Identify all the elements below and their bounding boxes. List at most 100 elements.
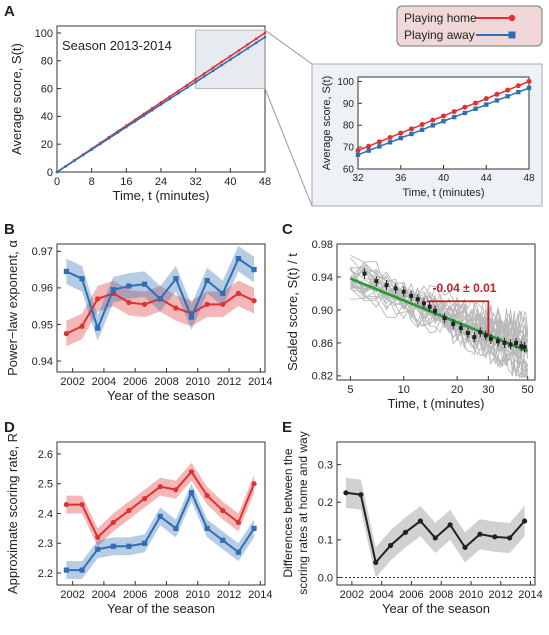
x-tick-label: 2014 [248, 589, 272, 601]
uncertainty-band [345, 477, 525, 578]
data-point [177, 89, 180, 93]
data-point [519, 344, 524, 349]
y-tick-label: 0.95 [32, 319, 53, 331]
data-point [451, 114, 457, 120]
x-tick-label: 16 [120, 176, 132, 188]
data-point [110, 287, 116, 293]
legend-away-marker [508, 31, 516, 39]
y-tick-label: 0.96 [32, 283, 53, 295]
data-point [95, 534, 101, 540]
y-tick-label: 2.3 [38, 538, 53, 550]
data-point [110, 519, 116, 526]
data-point [526, 85, 532, 91]
data-point [441, 113, 446, 119]
y-tick-label: 2.4 [38, 508, 53, 520]
data-point [126, 299, 132, 306]
x-axis-title: Time, t (minutes) [402, 187, 484, 199]
trajectory-line [350, 288, 528, 376]
y-tick-label: 100 [337, 77, 354, 88]
data-point [173, 276, 179, 282]
data-point [157, 296, 163, 302]
x-tick-label: 2004 [92, 376, 116, 388]
y-tick-label: 0.86 [312, 338, 333, 350]
data-point [204, 301, 210, 307]
x-tick-label: 2012 [489, 589, 513, 601]
data-point [204, 493, 210, 499]
data-point [220, 60, 223, 64]
data-point [387, 140, 393, 145]
data-point [126, 507, 132, 514]
data-point [507, 535, 513, 541]
x-tick-label: 2010 [186, 589, 210, 601]
x-tick-label: 2012 [217, 589, 241, 601]
data-point [141, 496, 148, 502]
y-axis-title: Approximate scoring rate, R [5, 433, 20, 594]
data-point [430, 117, 436, 123]
data-point [430, 123, 436, 128]
y-tick-label: 2.5 [38, 479, 53, 491]
data-point [442, 316, 447, 321]
data-point [90, 148, 93, 151]
data-point [263, 35, 267, 39]
data-point [419, 122, 425, 128]
data-point [447, 522, 453, 528]
legend-home-marker [508, 14, 516, 22]
data-point [255, 41, 258, 44]
x-tick-label: 2010 [186, 376, 210, 388]
x-tick-label: 2002 [340, 589, 364, 601]
panel-label-E: E [282, 419, 292, 436]
data-point [177, 92, 180, 95]
y-tick-label: 2.6 [38, 449, 53, 461]
y-tick-label: 0.82 [312, 371, 333, 383]
data-point [432, 308, 437, 313]
data-point [237, 52, 241, 56]
x-tick-label: 2006 [123, 589, 147, 601]
data-point [188, 490, 195, 496]
data-point [355, 147, 361, 153]
zoom-connector [264, 88, 313, 207]
data-point [73, 159, 76, 162]
data-point [251, 481, 257, 487]
data-point [462, 104, 468, 110]
x-tick-label: 24 [155, 176, 167, 188]
x-tick-label: 2006 [399, 589, 423, 601]
y-tick-label: 2.2 [38, 568, 53, 580]
data-point [473, 106, 478, 111]
data-point [377, 144, 382, 149]
data-point [492, 534, 498, 540]
x-tick-label: 2014 [518, 589, 542, 601]
panel-B: 2002 2004 2006 2008 2010 2012 2014 0.94 0.95 0.96… [5, 240, 273, 403]
data-point [427, 304, 432, 309]
data-point [374, 279, 379, 284]
x-tick-label: 2012 [217, 376, 241, 388]
y-tick-label: 0.94 [312, 272, 333, 284]
data-point [211, 69, 215, 73]
data-point [142, 112, 145, 116]
data-point [409, 131, 414, 137]
data-point [185, 86, 189, 89]
data-point [366, 148, 371, 153]
data-point [220, 537, 226, 543]
data-point [419, 127, 425, 132]
data-point [235, 290, 242, 296]
data-point [451, 321, 456, 326]
data-point [417, 518, 423, 524]
data-point [188, 469, 195, 475]
y-tick-label: 0.98 [312, 239, 333, 251]
data-point [477, 531, 483, 537]
trajectory-line [350, 269, 528, 332]
data-point [432, 535, 438, 541]
data-point [362, 271, 367, 276]
data-point [194, 78, 197, 81]
data-point [251, 525, 257, 531]
y-axis-title: Scaled score, S(t) / t [285, 253, 300, 371]
trajectory-line [350, 276, 529, 353]
data-point [95, 296, 101, 302]
x-tick-label: 32 [352, 173, 364, 184]
panel-label-B: B [4, 221, 15, 238]
y-tick-label: 60 [343, 165, 355, 176]
trajectory-line [350, 288, 529, 379]
x-axis-title: Year of the season [107, 601, 215, 616]
y-tick-label: 0 [47, 167, 53, 179]
uncertainty-band [66, 280, 255, 347]
